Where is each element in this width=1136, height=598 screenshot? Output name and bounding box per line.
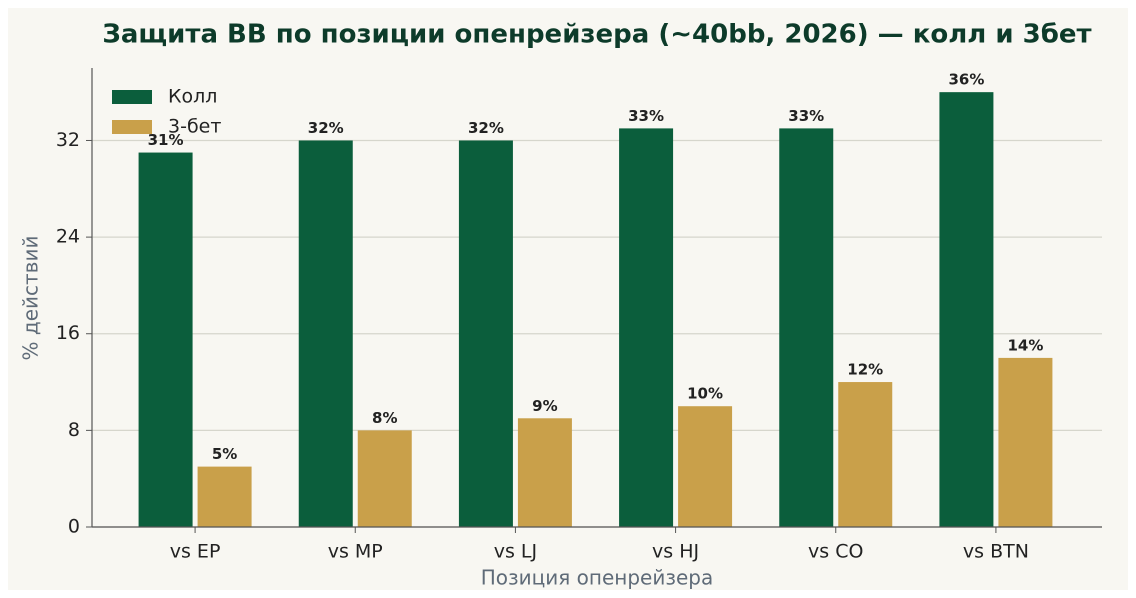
x-tick-label: vs MP	[328, 541, 383, 563]
y-tick-label: 24	[56, 226, 80, 248]
y-tick-label: 8	[68, 419, 80, 441]
x-tick-label: vs EP	[170, 541, 221, 563]
value-label: 31%	[148, 131, 184, 149]
y-tick-label: 0	[68, 516, 80, 538]
y-tick-label: 16	[56, 322, 80, 344]
bar	[298, 140, 353, 527]
bar	[197, 466, 252, 527]
value-label: 32%	[468, 119, 504, 137]
bar	[998, 357, 1053, 527]
value-label: 12%	[847, 361, 883, 379]
chart-title: Защита BB по позиции опенрейзера (~40bb,…	[102, 20, 1091, 50]
bar	[678, 406, 733, 527]
x-tick-label: vs CO	[808, 541, 863, 563]
value-label: 10%	[687, 385, 723, 403]
value-label: 14%	[1007, 336, 1043, 354]
bar	[458, 140, 513, 527]
bar	[517, 418, 572, 527]
bar	[619, 128, 674, 528]
x-axis-label: Позиция опенрейзера	[481, 566, 714, 590]
value-label: 33%	[788, 107, 824, 125]
bar	[138, 152, 193, 528]
bar	[939, 92, 994, 527]
x-tick-label: vs BTN	[963, 541, 1029, 563]
value-label: 33%	[628, 107, 664, 125]
value-label: 36%	[948, 71, 984, 89]
value-label: 32%	[308, 119, 344, 137]
y-axis-label: % действий	[19, 236, 43, 361]
value-label: 9%	[532, 397, 557, 415]
legend-label: Колл	[168, 86, 217, 108]
y-tick-label: 32	[56, 129, 80, 151]
legend-swatch	[112, 90, 152, 104]
x-tick-label: vs LJ	[494, 541, 537, 563]
bar	[779, 128, 834, 528]
x-tick-label: vs HJ	[652, 541, 699, 563]
legend-label: 3-бет	[168, 116, 221, 138]
legend-swatch	[112, 120, 152, 134]
value-label: 5%	[212, 445, 237, 463]
bar	[838, 382, 893, 527]
value-label: 8%	[372, 409, 397, 427]
bar	[357, 430, 412, 527]
